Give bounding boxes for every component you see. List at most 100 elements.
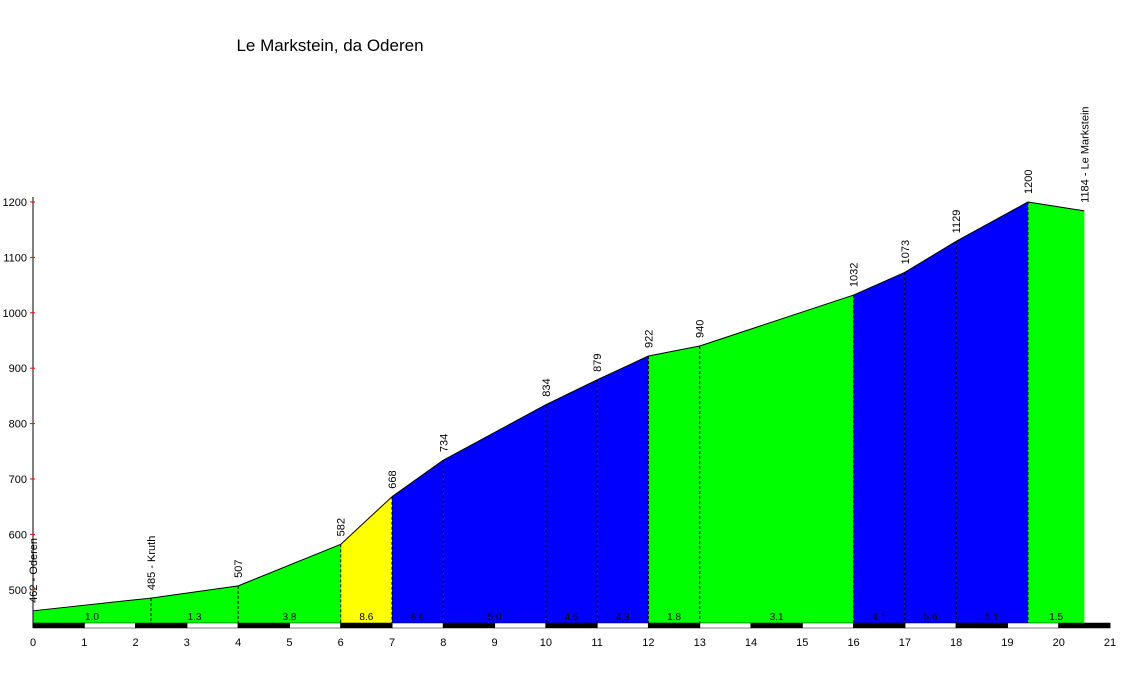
profile-edge [340,496,393,545]
profile-segment [340,496,392,623]
km-bar [853,622,906,629]
x-tick-label: 21 [1104,637,1116,649]
km-bar [596,622,649,629]
profile-edge [596,355,649,381]
profile-segment [648,346,700,623]
x-tick-label: 4 [235,637,241,649]
profile-edge [150,585,239,599]
point-label: 462 - Oderen [28,538,40,603]
grade-label: 5.0 [488,612,502,623]
profile-segment [1027,202,1085,623]
grade-label: 4.3 [616,612,630,623]
profile-segment [853,272,905,623]
y-tick-label: 600 [9,529,27,541]
profile-edge [648,345,700,357]
grade-label: 4.1 [872,612,886,623]
km-bar [84,622,136,629]
point-label: 1129 [951,210,963,234]
profile-segment [956,202,1028,623]
x-tick-label: 10 [540,637,552,649]
grade-label: 1.0 [85,612,99,623]
x-tick-label: 16 [847,637,859,649]
point-label: 922 [643,330,655,348]
point-label: 1032 [849,263,861,287]
profile-segment [392,460,444,623]
grade-label: 1.3 [188,612,202,623]
km-bar [648,622,700,629]
profile-edge [904,240,957,273]
x-tick-label: 9 [492,637,498,649]
grade-label: 1.8 [667,612,681,623]
y-tick-label: 800 [9,419,27,431]
point-label: 1200 [1023,170,1035,194]
profile-edge [32,597,152,612]
km-bar [135,622,188,629]
y-tick-label: 500 [9,585,27,597]
km-bar [391,622,444,629]
km-bar [750,622,803,629]
grade-label: 3.1 [770,612,784,623]
profile-edge [391,459,444,498]
km-bar [186,622,239,629]
x-tick-label: 19 [1001,637,1013,649]
profile-segment [545,379,598,623]
grade-label: 5.1 [985,612,999,623]
profile-edge [237,543,341,587]
x-tick-label: 2 [133,637,139,649]
km-bar [904,622,957,629]
profile-edge [1027,201,1085,212]
y-tick-label: 1100 [3,252,27,264]
x-tick-label: 8 [440,637,446,649]
x-tick-label: 13 [694,637,706,649]
y-tick-label: 700 [9,474,27,486]
km-bar [494,622,547,629]
km-bar [340,622,393,629]
y-tick-label: 1000 [3,308,27,320]
x-tick-label: 5 [286,637,292,649]
grade-label: 5.6 [924,612,938,623]
grade-label: 6.6 [411,612,425,623]
x-tick-label: 14 [745,637,757,649]
profile-segment [443,404,546,623]
x-tick-label: 12 [642,637,654,649]
km-bar [545,622,598,629]
point-label: 582 [336,518,348,536]
point-label: 879 [592,353,604,371]
chart-title: Le Markstein, da Oderen [236,36,423,55]
km-bar [237,622,290,629]
profile-segment [238,544,341,623]
grade-label: 4.5 [565,612,579,623]
km-bar [699,622,752,629]
point-label: 507 [233,560,245,578]
x-tick-label: 6 [338,637,344,649]
km-bar [32,622,85,629]
profile-segment [597,355,649,623]
profile-edge [443,404,547,461]
grade-label: 8.6 [359,612,373,623]
x-tick-label: 7 [389,637,395,649]
x-tick-label: 20 [1053,637,1065,649]
km-bar [1007,622,1059,629]
y-tick-label: 900 [9,363,27,375]
km-bar [955,622,1008,629]
grade-label: 1.5 [1049,612,1063,623]
profile-edge [955,201,1029,242]
point-label: 668 [387,470,399,488]
x-tick-label: 15 [796,637,808,649]
km-bar [802,622,854,629]
x-tick-label: 17 [899,637,911,649]
km-bar [443,622,495,629]
km-bar [289,622,341,629]
km-bar [1058,622,1111,629]
profile-edge [699,294,854,347]
x-tick-label: 18 [950,637,962,649]
profile-segment [904,241,957,623]
point-label: 485 - Kruth [146,536,158,590]
profile-segment [33,598,151,623]
x-tick-label: 11 [591,637,602,649]
point-label: 1184 - Le Markstein [1079,106,1091,202]
grade-label: 3.8 [282,612,296,623]
profile-edge [545,379,598,406]
point-label: 734 [438,434,450,452]
